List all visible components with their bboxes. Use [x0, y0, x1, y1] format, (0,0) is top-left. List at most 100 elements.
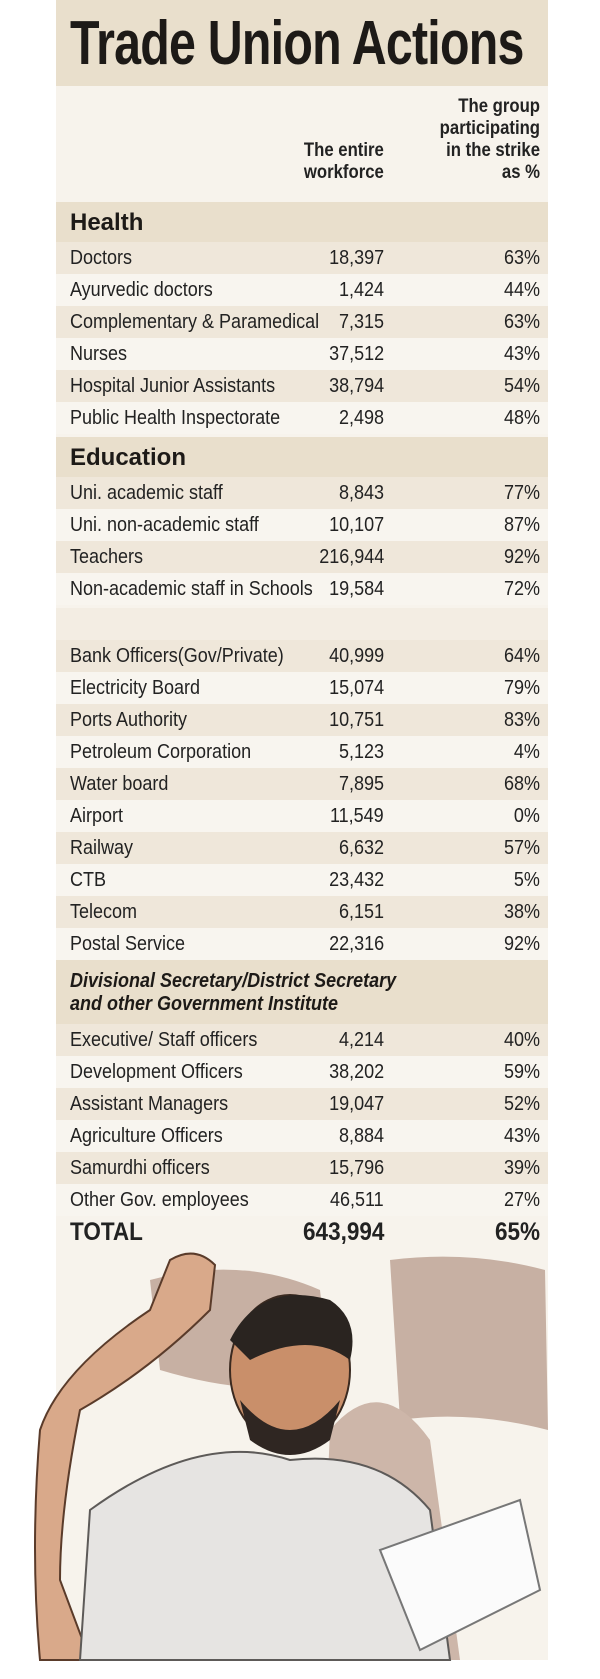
column-header-line: The entire: [304, 140, 384, 161]
strike-share: 43%: [503, 1125, 540, 1147]
table-row: Samurdhi officers 15,796 39%: [56, 1152, 548, 1184]
row-label: Ports Authority: [70, 709, 188, 731]
row-label: Airport: [70, 805, 124, 827]
table-row: Airport 11,549 0%: [56, 800, 548, 832]
strike-share: 79%: [503, 677, 540, 699]
shirt: [78, 1450, 452, 1661]
workforce-value: 22,316: [328, 933, 384, 955]
row-label: Teachers: [70, 546, 144, 568]
workforce-value: 19,584: [328, 578, 384, 600]
row-label: Development Officers: [70, 1061, 243, 1083]
workforce-value: 37,512: [328, 343, 384, 365]
strike-share: 0%: [513, 805, 540, 827]
strike-share: 77%: [503, 482, 540, 504]
row-label: CTB: [70, 869, 106, 891]
strike-share: 59%: [503, 1061, 540, 1083]
strike-share: 63%: [503, 247, 540, 269]
table-row: Doctors 18,397 63%: [56, 242, 548, 274]
workforce-value: 40,999: [328, 645, 384, 667]
column-header-line: participating: [439, 118, 540, 139]
row-label: Agriculture Officers: [70, 1125, 223, 1147]
table-row: Development Officers 38,202 59%: [56, 1056, 548, 1088]
workforce-value: 6,632: [338, 837, 384, 859]
section-header: Health: [56, 202, 548, 242]
workforce-value: 4,214: [338, 1029, 384, 1051]
strike-share: 92%: [503, 546, 540, 568]
table-row: Teachers 216,944 92%: [56, 541, 548, 573]
workforce-value: 38,794: [328, 375, 384, 397]
table-row: Bank Officers(Gov/Private) 40,999 64%: [56, 640, 548, 672]
row-label: Petroleum Corporation: [70, 741, 252, 763]
workforce-value: 10,751: [328, 709, 384, 731]
workforce-value: 8,843: [338, 482, 384, 504]
workforce-value: 2,498: [338, 407, 384, 429]
strike-share: 44%: [503, 279, 540, 301]
workforce-value: 18,397: [328, 247, 384, 269]
section-header: Education: [56, 437, 548, 477]
strike-share: 92%: [503, 933, 540, 955]
table-row: Uni. non-academic staff 10,107 87%: [56, 509, 548, 541]
table-row: Other Gov. employees 46,511 27%: [56, 1184, 548, 1216]
strike-share: 5%: [513, 869, 540, 891]
section-title: Education: [70, 444, 187, 471]
workforce-value: 6,151: [338, 901, 384, 923]
column-header-line: workforce: [304, 162, 384, 183]
row-label: Non-academic staff in Schools: [70, 578, 313, 600]
section-title: Divisional Secretary/District Secretary: [70, 970, 397, 992]
strike-share: 57%: [503, 837, 540, 859]
row-label: Nurses: [70, 343, 128, 365]
workforce-value: 11,549: [330, 805, 384, 827]
title: Trade Union Actions: [70, 9, 524, 78]
table-row: Railway 6,632 57%: [56, 832, 548, 864]
row-label: Assistant Managers: [70, 1093, 229, 1115]
row-label: Water board: [70, 773, 169, 795]
row-label: Telecom: [70, 901, 138, 923]
table-row: Agriculture Officers 8,884 43%: [56, 1120, 548, 1152]
strike-share: 40%: [503, 1029, 540, 1051]
workforce-value: 1,424: [338, 279, 384, 301]
table-row: Complementary & Paramedical 7,315 63%: [56, 306, 548, 338]
row-label: Executive/ Staff officers: [70, 1029, 258, 1051]
strike-share: 65%: [494, 1218, 540, 1246]
strike-share: 27%: [503, 1189, 540, 1211]
row-label: Electricity Board: [70, 677, 201, 699]
workforce-value: 10,107: [328, 514, 384, 536]
table-row: Petroleum Corporation 5,123 4%: [56, 736, 548, 768]
strike-share: 39%: [503, 1157, 540, 1179]
table-row: Ayurvedic doctors 1,424 44%: [56, 274, 548, 306]
column-header: The group participating in the strike as %: [440, 96, 540, 184]
row-label: Hospital Junior Assistants: [70, 375, 276, 397]
beard: [240, 1400, 340, 1455]
table-row: Hospital Junior Assistants 38,794 54%: [56, 370, 548, 402]
workforce-value: 216,944: [318, 546, 384, 568]
row-label: TOTAL: [70, 1218, 143, 1246]
table-row: CTB 23,432 5%: [56, 864, 548, 896]
section-header: [56, 608, 548, 640]
table-row: Executive/ Staff officers 4,214 40%: [56, 1024, 548, 1056]
row-label: Public Health Inspectorate: [70, 407, 281, 429]
illustration: [34, 1250, 548, 1661]
row-label: Postal Service: [70, 933, 186, 955]
strike-share: 68%: [503, 773, 540, 795]
workforce-value: 38,202: [328, 1061, 384, 1083]
column-header-line: in the strike: [446, 140, 540, 161]
row-label: Ayurvedic doctors: [70, 279, 213, 301]
workforce-value: 643,994: [302, 1218, 384, 1246]
workforce-value: 8,884: [338, 1125, 384, 1147]
raised-arm: [34, 1252, 217, 1661]
workforce-value: 15,074: [328, 677, 384, 699]
infographic-panel: Trade Union Actions The entire workforce …: [56, 0, 548, 1660]
workforce-value: 46,511: [330, 1189, 384, 1211]
row-label: Complementary & Paramedical: [70, 311, 320, 333]
table-row: Uni. academic staff 8,843 77%: [56, 477, 548, 509]
workforce-value: 5,123: [338, 741, 384, 763]
table-row: Non-academic staff in Schools 19,584 72%: [56, 573, 548, 605]
table-row: Nurses 37,512 43%: [56, 338, 548, 370]
section-title: and other Government Institute: [70, 993, 339, 1015]
section-header: Divisional Secretary/District Secretary a…: [56, 960, 548, 1024]
workforce-value: 7,895: [338, 773, 384, 795]
workforce-value: 7,315: [338, 311, 384, 333]
row-label: Uni. non-academic staff: [70, 514, 259, 536]
table-row: TOTAL 643,994 65%: [56, 1216, 548, 1248]
